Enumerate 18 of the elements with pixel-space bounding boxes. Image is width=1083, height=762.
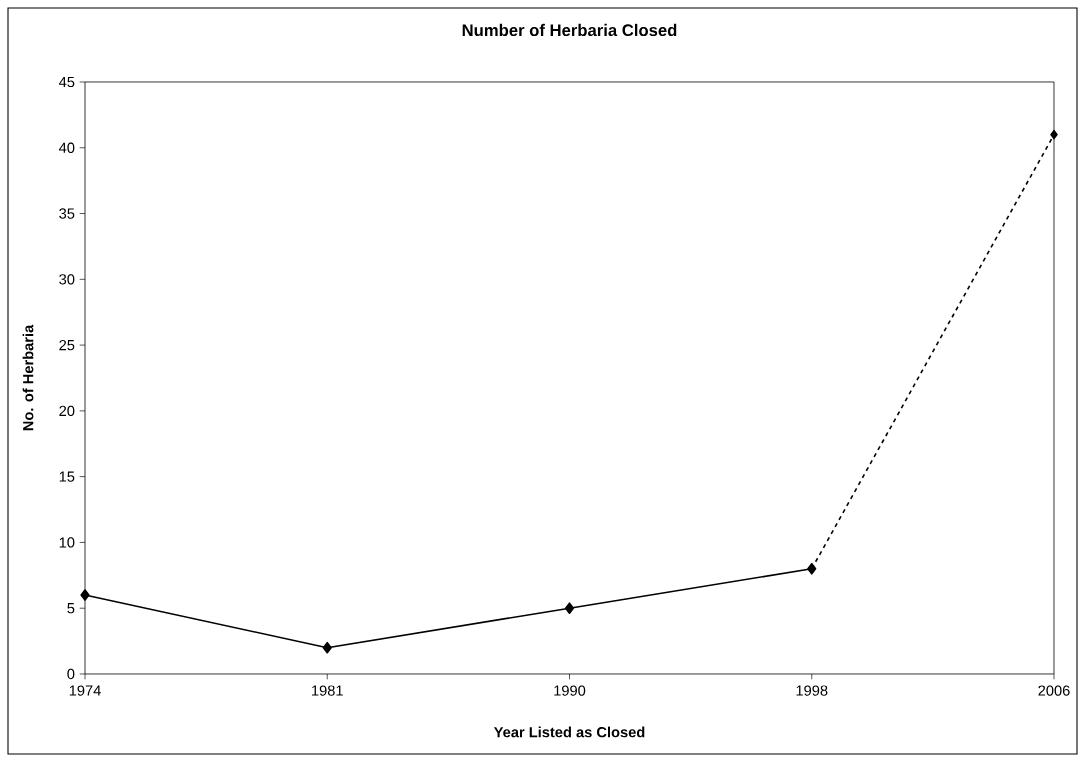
y-tick-label: 40	[58, 142, 75, 153]
y-tick-label: 0	[67, 668, 75, 680]
y-tick-label: 20	[59, 405, 75, 417]
x-tick-label: 1998	[796, 685, 828, 696]
y-tick-label: 10	[59, 537, 75, 548]
y-axis-title: No. of Herbaria	[22, 324, 34, 431]
y-tick-label: 15	[59, 471, 75, 482]
x-tick-label: 1990	[554, 685, 586, 696]
x-axis-title: Year Listed as Closed	[493, 726, 645, 738]
y-tick-label: 45	[58, 76, 75, 88]
x-tick-label: 1981	[312, 685, 343, 696]
y-tick-label: 30	[59, 274, 75, 285]
x-tick-label: 1974	[69, 685, 101, 696]
y-tick-label: 35	[59, 208, 75, 219]
x-tick-label: 2006	[1038, 685, 1070, 696]
y-tick-label: 5	[67, 603, 75, 614]
chart-title: Number of Herbaria Closed	[462, 23, 677, 37]
y-tick-label: 25	[59, 339, 75, 351]
